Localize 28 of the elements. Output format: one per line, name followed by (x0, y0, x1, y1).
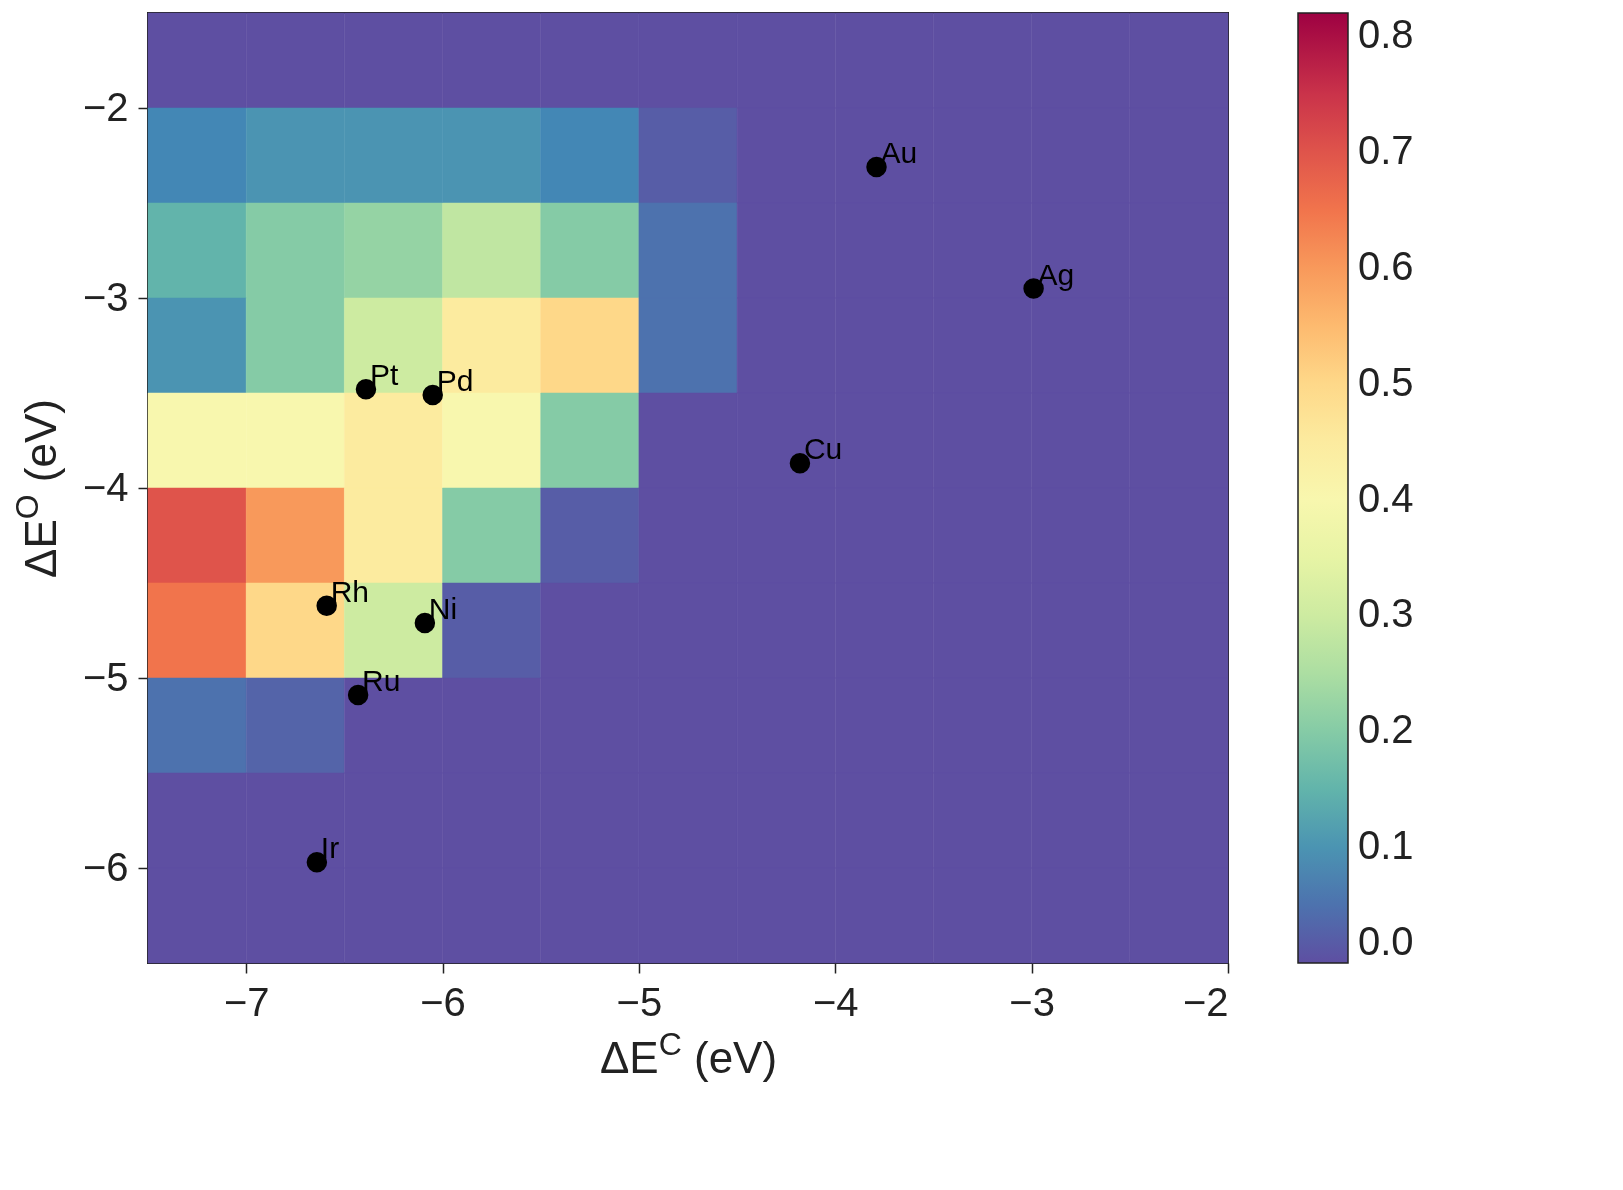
x-tick-label: −7 (223, 979, 270, 1024)
annotation: Ir (320, 831, 340, 865)
annotation: Pt (369, 358, 399, 392)
color-bar-label: 0.4 (1358, 475, 1414, 520)
y-tick-label: −6 (82, 844, 129, 889)
x-tick-label: −5 (616, 979, 663, 1024)
color-bar-label: 0.5 (1358, 359, 1414, 404)
annotation: Ag (1037, 257, 1075, 291)
x-axis-title: ΔE$^{C}$ (eV) (599, 1025, 778, 1082)
color-bar-label: 0.8 (1358, 12, 1414, 57)
color-bar-label: 0.1 (1358, 823, 1414, 868)
annotation: Cu (803, 432, 843, 466)
y-tick-label: −4 (82, 464, 129, 509)
color-bar-label: 0.6 (1358, 243, 1414, 288)
annotation: Pd (436, 363, 474, 397)
color-bar-label: 0.0 (1358, 919, 1414, 963)
color-bar-label: 0.2 (1358, 707, 1414, 752)
annotation: Rh (330, 574, 370, 608)
x-tick-label: −6 (420, 979, 466, 1024)
y-tick-label: −3 (82, 274, 129, 319)
y-tick-label: −5 (82, 654, 129, 699)
x-tick-label: −4 (812, 979, 859, 1024)
annotation: Au (880, 135, 918, 169)
color-bar-label: 0.7 (1358, 128, 1414, 173)
color-bar-label: 0.3 (1358, 591, 1414, 636)
x-tick-label: −2 (1182, 979, 1229, 1024)
y-tick-label: −2 (82, 84, 129, 129)
x-tick-label: −3 (1009, 979, 1055, 1024)
